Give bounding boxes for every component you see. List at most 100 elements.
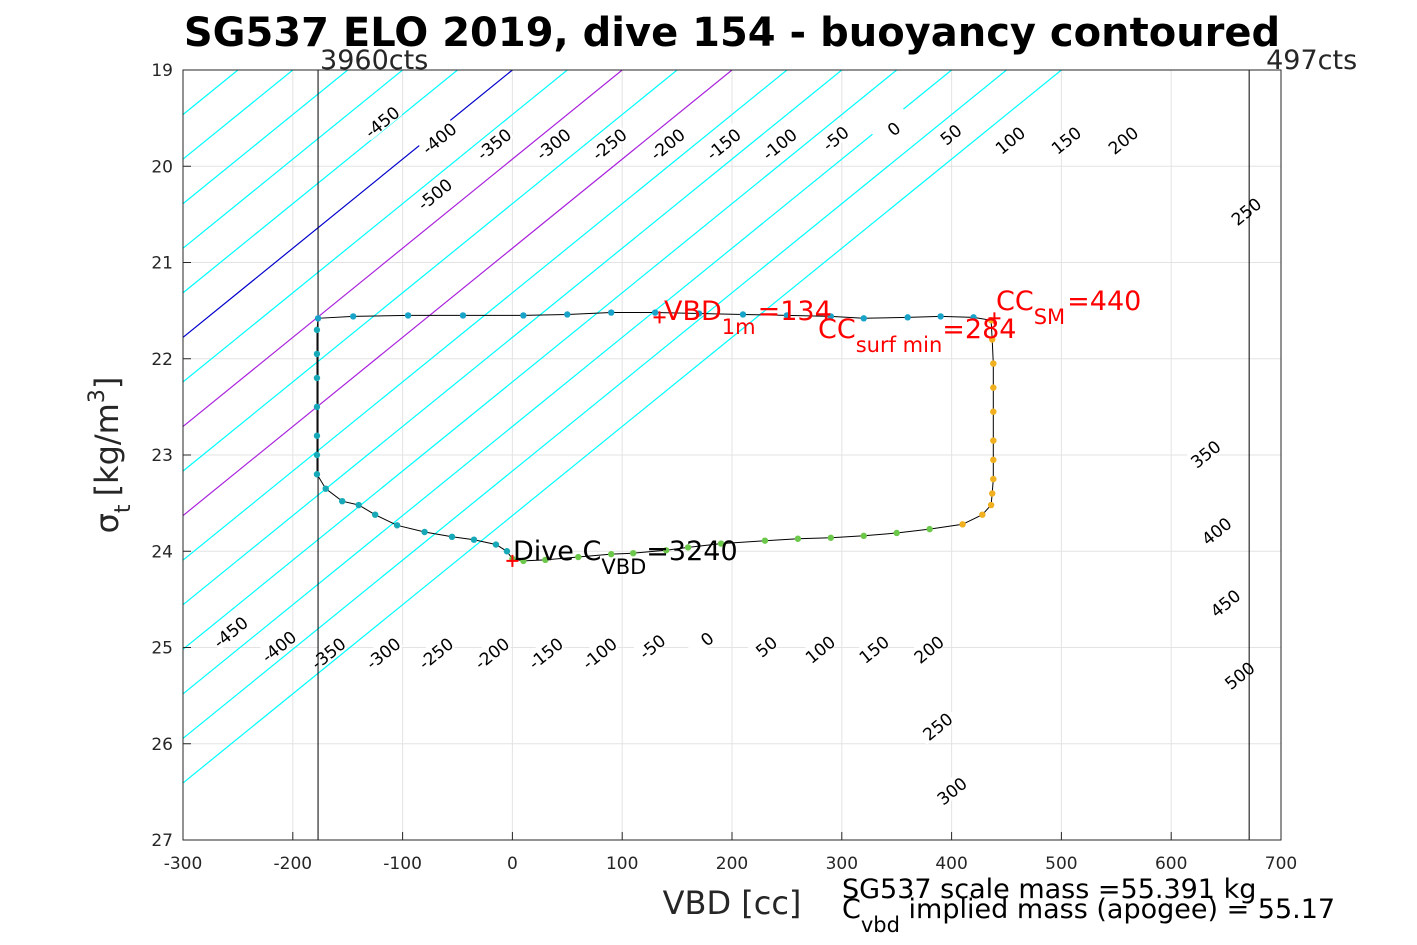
vbd-1m-label: VBD1m=134 bbox=[664, 296, 832, 339]
x-tick-label: 500 bbox=[1045, 854, 1077, 874]
contour-label-bg bbox=[906, 628, 949, 668]
contour-label-bg bbox=[471, 123, 515, 163]
dive-point bbox=[990, 384, 997, 391]
dive-point bbox=[313, 350, 321, 358]
dive-point bbox=[970, 314, 977, 321]
dive-point bbox=[860, 315, 867, 322]
contour-line bbox=[183, 70, 458, 294]
scale-mass-text: SG537 scale mass =55.391 kg bbox=[842, 874, 1256, 905]
dive-point bbox=[662, 547, 670, 554]
dive-point bbox=[794, 535, 802, 542]
x-tick-label: 400 bbox=[935, 854, 967, 874]
x-axis-label: VBD [cc] bbox=[663, 884, 802, 922]
contour-label-bg bbox=[413, 632, 456, 672]
contour-line bbox=[183, 70, 513, 339]
y-tick-label: 19 bbox=[151, 61, 173, 81]
x-tick-label: 700 bbox=[1265, 854, 1297, 874]
y-tick-label: 26 bbox=[151, 735, 173, 755]
contour-label-bg bbox=[851, 628, 895, 668]
contour-line bbox=[183, 70, 788, 561]
dive-point bbox=[314, 315, 322, 322]
contour-line bbox=[183, 70, 952, 695]
contour-label-bg bbox=[813, 117, 856, 157]
dive-point bbox=[989, 336, 996, 343]
contour-label-bg bbox=[469, 632, 512, 672]
y-axis-label-unit: [kg/m bbox=[88, 403, 126, 496]
y-tick-label: 25 bbox=[151, 639, 173, 659]
contour-line bbox=[0, 70, 18, 840]
contour-line bbox=[183, 70, 403, 250]
dive-point bbox=[860, 532, 867, 540]
dive-point bbox=[575, 553, 582, 561]
contour-label-bg bbox=[305, 632, 349, 672]
dive-point bbox=[893, 529, 900, 537]
dive-point bbox=[564, 311, 571, 318]
x-tick-label: 200 bbox=[716, 854, 748, 874]
x-tick-label: 100 bbox=[606, 854, 638, 874]
contour-label-bg bbox=[928, 113, 971, 153]
x-tick-label: -100 bbox=[383, 854, 422, 874]
y-tick-label: 22 bbox=[151, 350, 173, 370]
count-label: 3960cts bbox=[320, 45, 428, 76]
dive-point bbox=[979, 511, 986, 518]
dive-point bbox=[987, 501, 995, 509]
dive-point bbox=[827, 313, 835, 320]
dive-point bbox=[904, 314, 911, 321]
dive-point bbox=[717, 540, 725, 547]
chart-title: SG537 ELO 2019, dive 154 - buoyancy cont… bbox=[184, 10, 1280, 56]
dive-point bbox=[990, 475, 997, 483]
implied-mass-text: Cvbd implied mass (apogee) = 55.17 bbox=[842, 894, 1335, 937]
dive-point bbox=[313, 403, 321, 411]
contour-label-bg bbox=[797, 628, 841, 668]
contour-label-bg bbox=[208, 611, 251, 651]
contour-line bbox=[183, 70, 733, 517]
contour-label-bg bbox=[256, 625, 299, 665]
contour-label-bg bbox=[757, 123, 800, 163]
contour-label-bg bbox=[359, 101, 403, 141]
contour-label-bg bbox=[1183, 433, 1226, 473]
y-tick-label: 23 bbox=[151, 446, 173, 466]
dive-point bbox=[459, 312, 467, 319]
dive-point bbox=[448, 533, 456, 541]
contour-line bbox=[183, 70, 349, 205]
dive-point bbox=[761, 537, 769, 544]
dive-point bbox=[371, 511, 379, 518]
contour-line bbox=[183, 70, 1062, 784]
dive-point bbox=[959, 521, 966, 528]
axis-ticks: -300 -200 -100 0 100 200 300 400 500 600 700 19 20 21… bbox=[151, 61, 1297, 874]
dive-point bbox=[542, 556, 549, 564]
contour-label-bg bbox=[1100, 119, 1144, 159]
contour-label-bg bbox=[1194, 510, 1237, 550]
dive-point bbox=[520, 312, 527, 319]
dive-point bbox=[651, 309, 659, 316]
dive-point bbox=[608, 550, 615, 558]
dive-point bbox=[339, 498, 346, 505]
contour-line bbox=[183, 70, 568, 383]
contour-label-bg bbox=[360, 632, 404, 672]
contour-label-bg bbox=[1223, 190, 1267, 230]
contour-label-bg bbox=[416, 117, 460, 157]
contour-label-bg bbox=[744, 625, 787, 665]
x-tick-label: -300 bbox=[164, 854, 203, 874]
dive-point bbox=[684, 544, 692, 551]
contour-line bbox=[0, 70, 73, 840]
grid bbox=[183, 70, 1281, 840]
dive-point bbox=[990, 360, 997, 367]
dive-point bbox=[492, 541, 500, 548]
contour-label-bg bbox=[412, 173, 455, 213]
contour-label-bg bbox=[645, 123, 688, 163]
dive-point bbox=[404, 312, 412, 319]
y-axis-label-sup: 3 bbox=[85, 389, 110, 403]
contour-line bbox=[183, 70, 678, 472]
dive-point bbox=[313, 374, 321, 382]
dive-point bbox=[990, 456, 997, 464]
dive-trace bbox=[313, 309, 1001, 567]
y-axis-label-sub: t bbox=[111, 504, 136, 513]
contour-lines bbox=[0, 70, 1062, 840]
contour-label-bg bbox=[1203, 582, 1246, 622]
dive-point bbox=[827, 534, 835, 541]
dive-point bbox=[349, 313, 357, 320]
cc-surf-min-label: CCsurf min=284 bbox=[818, 314, 1016, 357]
dive-point bbox=[990, 437, 997, 444]
